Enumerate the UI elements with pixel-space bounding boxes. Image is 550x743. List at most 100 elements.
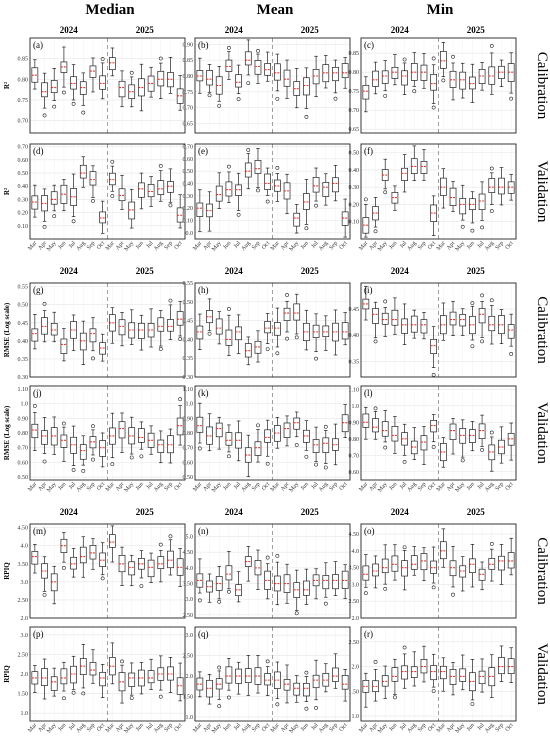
y-tick-label: 0.55	[183, 281, 194, 287]
outlier-point	[129, 70, 134, 75]
panel-label: (g)	[33, 285, 44, 295]
box	[273, 63, 281, 81]
x-tick-label: Jul	[146, 722, 155, 731]
y-tick-label: 2.0	[352, 665, 360, 671]
x-tick-label: Aug	[241, 722, 252, 734]
panel-frame	[194, 523, 351, 619]
box	[303, 77, 310, 96]
y-tick-label: 0.40	[18, 184, 29, 190]
y-tick-label: 0.20	[18, 211, 29, 217]
x-tick-label: Oct	[261, 481, 271, 492]
x-tick-label: Jul	[233, 722, 242, 731]
panel-label: (q)	[198, 629, 209, 639]
x-tick-label: Sep	[251, 240, 261, 251]
y-tick-label: 1.10	[18, 387, 29, 393]
box	[507, 552, 515, 569]
y-tick-label: 0.30	[349, 185, 360, 191]
outlier-point	[373, 660, 378, 664]
year-label-2024: 2024	[60, 266, 79, 276]
x-tick-label: Aug	[484, 240, 495, 252]
outlier-point	[42, 459, 47, 464]
box	[362, 413, 370, 428]
y-tick-label: 3.0	[352, 582, 360, 588]
box	[430, 665, 438, 681]
y-tick-label: 0.45	[183, 319, 194, 325]
y-tick-label: 2.50	[183, 654, 194, 660]
box	[225, 181, 233, 197]
panel-frame	[194, 282, 351, 378]
box	[498, 555, 505, 571]
outlier-point	[227, 589, 231, 594]
x-tick-label: Sep	[86, 240, 96, 251]
panel-j: 0.50 0.60 0.70 0.80 0.90 1.0 1.10 (j) RMSE (Log …	[3, 385, 186, 494]
x-tick-label: Apr	[368, 481, 379, 492]
box	[498, 177, 505, 195]
box	[196, 416, 204, 433]
y-tick-label: 4.50	[183, 550, 194, 556]
outlier-point	[81, 468, 86, 473]
box	[244, 162, 252, 178]
y-tick-label: 0.60	[183, 157, 194, 163]
box	[312, 674, 320, 689]
y-tick-label: 0.90	[349, 420, 360, 426]
x-tick-label: May	[455, 481, 467, 493]
panel-c: 0.65 0.70 0.75 0.80 0.85 (c)	[349, 37, 517, 134]
x-tick-label: Sep	[329, 722, 339, 733]
outlier-point	[314, 203, 318, 208]
x-tick-label: Apr	[115, 722, 126, 733]
box	[341, 570, 349, 589]
outlier-point	[431, 373, 436, 377]
box	[225, 432, 233, 446]
x-tick-label: Mar	[192, 240, 203, 252]
box	[459, 198, 467, 215]
x-tick-label: Aug	[153, 240, 164, 252]
box	[215, 185, 223, 202]
outlier-point	[100, 576, 105, 581]
y-tick-label: 2.50	[18, 598, 29, 604]
year-label-2024: 2024	[60, 25, 79, 35]
outlier-point	[120, 659, 124, 664]
y-tick-label: 3.0	[21, 580, 29, 586]
box	[469, 429, 476, 443]
x-tick-label: Oct	[505, 722, 515, 733]
y-tick-label: 0.90	[183, 42, 194, 48]
box	[498, 657, 505, 675]
box	[488, 315, 496, 332]
outlier-point	[178, 337, 183, 341]
box	[303, 580, 310, 596]
y-tick-label: 0.85	[183, 58, 194, 64]
box	[430, 338, 438, 354]
x-tick-label: Oct	[339, 722, 349, 733]
box	[157, 180, 165, 195]
y-tick-label: 0.30	[183, 375, 194, 381]
box	[420, 319, 428, 334]
outlier-point	[304, 226, 309, 231]
box	[108, 534, 116, 548]
panel-label: (j)	[33, 388, 42, 398]
outlier-point	[168, 203, 173, 208]
x-tick-label: Sep	[417, 481, 427, 492]
box	[507, 324, 515, 339]
box	[283, 307, 291, 321]
y-tick-label: 0.70	[18, 145, 29, 151]
panel-label: (i)	[364, 285, 373, 295]
outlier-point	[470, 228, 475, 233]
box	[264, 173, 272, 190]
row-label-validation: Validation	[534, 402, 550, 464]
y-tick-label: 0.10	[349, 220, 360, 226]
box	[322, 575, 330, 590]
x-tick-label: Mar	[192, 481, 203, 493]
year-label-2024: 2024	[391, 25, 410, 35]
outlier-point	[431, 445, 436, 449]
outlier-point	[197, 598, 202, 603]
x-tick-label: Jun	[466, 240, 476, 250]
y-tick-label: 0.30	[183, 194, 194, 200]
box	[157, 317, 165, 332]
box	[420, 161, 428, 174]
x-tick-label: Jun	[388, 481, 398, 491]
outlier-point	[236, 212, 241, 217]
box	[293, 417, 301, 430]
